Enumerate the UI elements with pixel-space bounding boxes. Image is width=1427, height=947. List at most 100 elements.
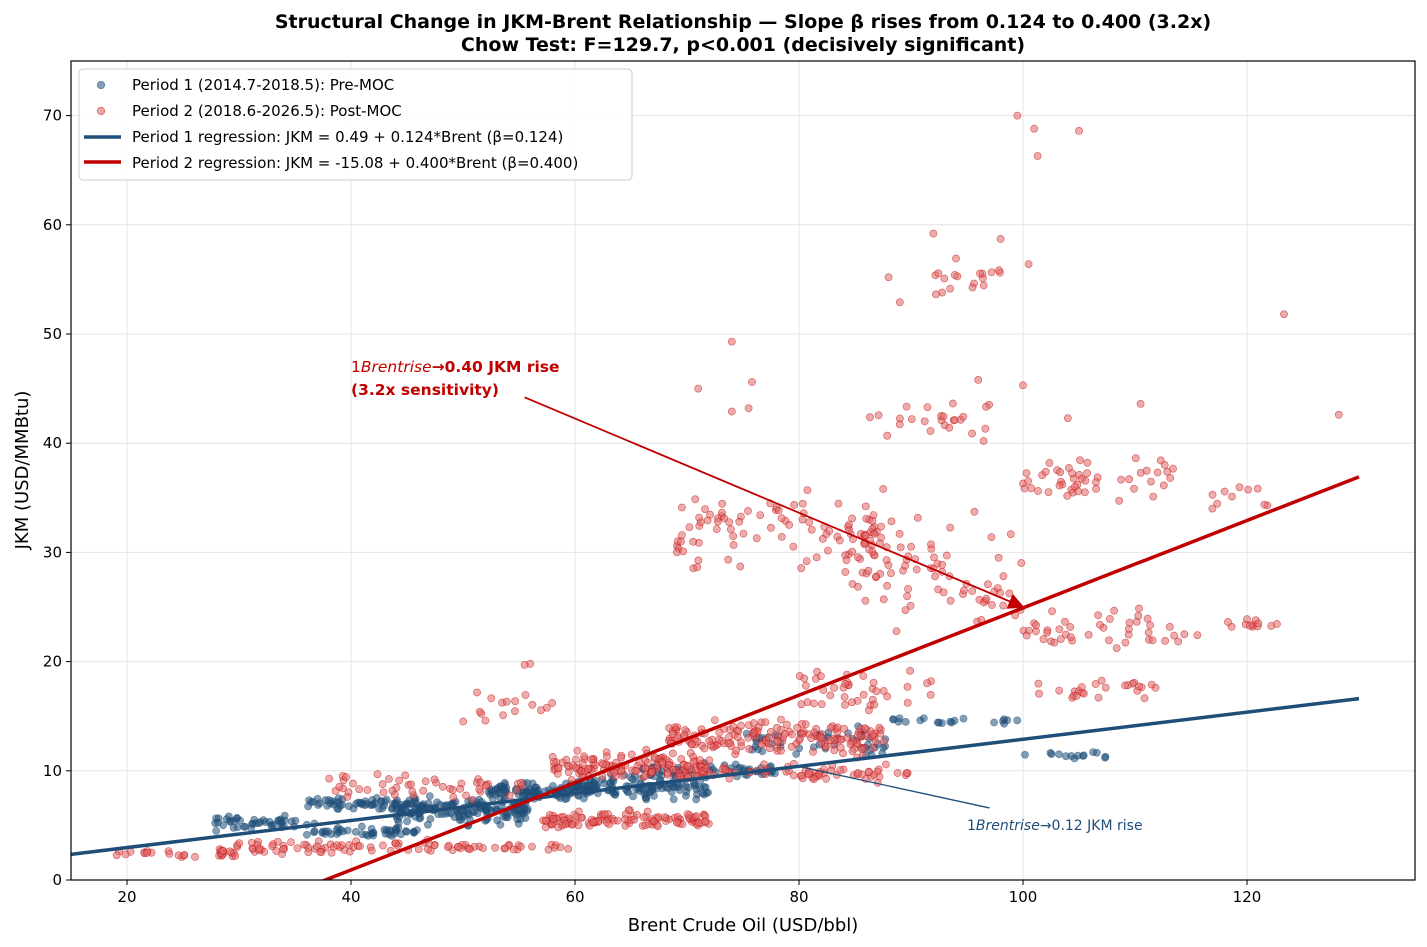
period2-point <box>1124 630 1133 639</box>
period2-point <box>1034 487 1042 495</box>
period2-point <box>589 817 598 826</box>
period2-point <box>430 775 439 784</box>
period2-point <box>517 779 525 787</box>
chart-title: Structural Change in JKM-Brent Relations… <box>275 11 1211 33</box>
period2-point <box>333 841 341 850</box>
period2-point <box>693 563 702 572</box>
period2-point <box>384 775 393 783</box>
period2-point <box>737 721 745 730</box>
period2-point <box>1076 456 1084 465</box>
period2-point <box>1213 499 1222 508</box>
period2-point <box>476 778 485 787</box>
period2-point <box>822 774 830 783</box>
period2-point <box>1148 636 1157 645</box>
period2-point <box>468 795 477 804</box>
period2-point <box>807 525 816 534</box>
x-tick-label: 120 <box>1233 888 1262 906</box>
period2-point <box>994 553 1003 562</box>
period2-point <box>665 724 673 732</box>
period2-point <box>1224 618 1232 626</box>
period2-point <box>1280 310 1288 319</box>
period2-point <box>165 850 174 858</box>
period2-point <box>1140 694 1149 703</box>
period1-point <box>441 810 450 818</box>
period1-point <box>321 827 330 836</box>
y-tick-label: 10 <box>43 762 62 780</box>
period2-point <box>1142 466 1151 475</box>
period2-point <box>419 786 428 795</box>
period1-point <box>381 829 390 838</box>
period2-point <box>345 847 354 856</box>
period2-point <box>511 697 519 706</box>
period2-point <box>901 606 910 614</box>
period2-point <box>903 699 912 707</box>
annotation-blue: 1Brentrise→0.12 JKM rise <box>967 818 1143 834</box>
period2-point <box>1121 638 1130 647</box>
period2-point <box>1132 618 1141 626</box>
period2-point <box>373 770 382 779</box>
period2-point <box>981 424 990 433</box>
y-tick-label: 30 <box>43 543 62 561</box>
period2-point <box>564 768 573 777</box>
period2-point <box>926 427 935 435</box>
x-tick-label: 40 <box>341 888 360 906</box>
period2-point <box>511 707 519 716</box>
period2-point <box>812 553 821 562</box>
period2-point <box>774 506 783 515</box>
period2-point <box>929 229 938 238</box>
period2-point <box>703 516 712 525</box>
period2-point <box>824 546 832 555</box>
period2-point <box>715 728 724 737</box>
period2-point <box>895 420 904 429</box>
period2-point <box>1220 487 1229 496</box>
period2-point <box>1160 461 1169 469</box>
period2-point <box>520 661 529 669</box>
period2-point <box>287 838 295 846</box>
period2-point <box>1101 683 1110 692</box>
period2-point <box>1253 484 1262 493</box>
period2-point <box>512 786 521 794</box>
period2-point <box>727 337 736 346</box>
period2-point <box>1074 487 1083 496</box>
period2-point <box>830 746 839 755</box>
period2-point <box>475 785 484 794</box>
period2-point <box>777 746 785 755</box>
period2-point <box>663 769 672 777</box>
period2-point <box>501 844 510 853</box>
period2-point <box>800 674 809 683</box>
period1-point <box>648 784 657 793</box>
period2-point <box>1097 676 1106 685</box>
period1-point <box>339 827 347 836</box>
period2-point <box>343 793 352 801</box>
x-tick-label: 80 <box>789 888 808 906</box>
period2-point <box>807 734 815 742</box>
period1-point <box>267 821 276 830</box>
period1-point <box>600 779 608 788</box>
period1-point <box>692 795 701 804</box>
period2-point <box>761 718 770 726</box>
period1-point <box>326 799 335 808</box>
period2-point <box>454 842 463 851</box>
period2-point <box>869 678 878 687</box>
period2-point <box>1094 693 1103 702</box>
period2-point <box>694 556 703 565</box>
y-tick-label: 0 <box>52 871 62 889</box>
period2-point <box>805 769 813 778</box>
period2-point <box>854 769 862 777</box>
period2-point <box>826 691 835 700</box>
period2-point <box>749 728 758 737</box>
period2-point <box>335 782 344 791</box>
period2-point <box>613 816 622 825</box>
period2-point <box>1110 606 1118 615</box>
period2-point <box>729 541 738 549</box>
period2-point <box>1019 381 1027 390</box>
period2-point <box>744 733 753 742</box>
period2-point <box>505 791 514 800</box>
period2-point <box>1115 496 1123 505</box>
period1-point <box>394 818 403 827</box>
y-axis-label: JKM (USD/MMBtu) <box>12 391 33 551</box>
period2-point <box>481 716 490 725</box>
period2-point <box>1165 623 1174 631</box>
period2-point <box>749 719 758 728</box>
